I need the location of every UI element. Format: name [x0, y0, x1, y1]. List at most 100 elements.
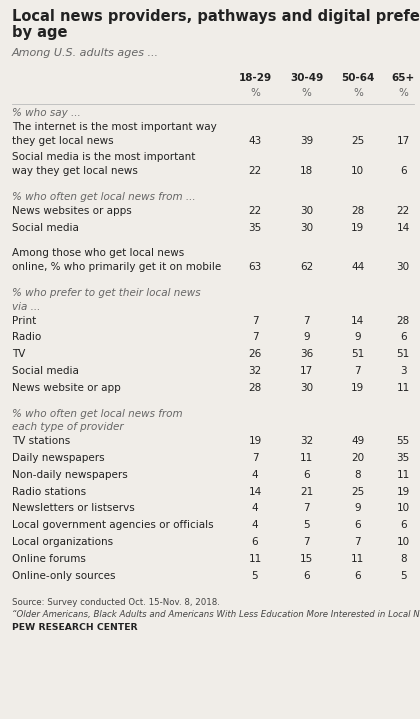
Text: 63: 63 [248, 262, 262, 273]
Text: Print: Print [12, 316, 36, 326]
Text: they get local news: they get local news [12, 136, 113, 146]
Text: % who say ...: % who say ... [12, 108, 81, 118]
Text: 14: 14 [396, 223, 410, 233]
Text: 30: 30 [396, 262, 410, 273]
Text: 43: 43 [248, 136, 262, 146]
Text: 10: 10 [351, 166, 365, 176]
Text: 7: 7 [252, 316, 258, 326]
Text: 9: 9 [354, 503, 361, 513]
Text: %: % [398, 88, 408, 98]
Text: 11: 11 [248, 554, 262, 564]
Text: Local organizations: Local organizations [12, 537, 113, 547]
Text: 6: 6 [354, 521, 361, 530]
Text: TV stations: TV stations [12, 436, 70, 446]
Text: 7: 7 [354, 366, 361, 376]
Text: Among U.S. adults ages ...: Among U.S. adults ages ... [12, 48, 159, 58]
Text: Source: Survey conducted Oct. 15-Nov. 8, 2018.: Source: Survey conducted Oct. 15-Nov. 8,… [12, 598, 220, 608]
Text: 7: 7 [354, 537, 361, 547]
Text: 26: 26 [248, 349, 262, 360]
Text: 28: 28 [396, 316, 410, 326]
Text: 7: 7 [303, 537, 310, 547]
Text: 6: 6 [303, 470, 310, 480]
Text: 30: 30 [300, 206, 313, 216]
Text: 35: 35 [396, 453, 410, 463]
Text: 32: 32 [300, 436, 313, 446]
Text: 28: 28 [351, 206, 365, 216]
Text: 30: 30 [300, 383, 313, 393]
Text: TV: TV [12, 349, 25, 360]
Text: 36: 36 [300, 349, 313, 360]
Text: 30: 30 [300, 223, 313, 233]
Text: 20: 20 [351, 453, 365, 463]
Text: 3: 3 [400, 366, 407, 376]
Text: 25: 25 [351, 136, 365, 146]
Text: % who often get local news from: % who often get local news from [12, 408, 182, 418]
Text: 6: 6 [252, 537, 258, 547]
Text: 6: 6 [400, 521, 407, 530]
Text: 51: 51 [351, 349, 365, 360]
Text: 30-49: 30-49 [290, 73, 323, 83]
Text: Social media: Social media [12, 366, 79, 376]
Text: 44: 44 [351, 262, 365, 273]
Text: News websites or apps: News websites or apps [12, 206, 131, 216]
Text: 8: 8 [354, 470, 361, 480]
Text: 6: 6 [400, 166, 407, 176]
Text: 5: 5 [252, 571, 258, 581]
Text: Among those who get local news: Among those who get local news [12, 248, 184, 258]
Text: 4: 4 [252, 503, 258, 513]
Text: Radio stations: Radio stations [12, 487, 86, 497]
Text: 11: 11 [396, 383, 410, 393]
Text: 19: 19 [351, 223, 365, 233]
Text: 22: 22 [396, 206, 410, 216]
Text: 10: 10 [396, 537, 410, 547]
Text: 9: 9 [303, 332, 310, 342]
Text: 51: 51 [396, 349, 410, 360]
Text: Daily newspapers: Daily newspapers [12, 453, 105, 463]
Text: via ...: via ... [12, 302, 40, 312]
Text: 17: 17 [300, 366, 313, 376]
Text: 11: 11 [300, 453, 313, 463]
Text: each type of provider: each type of provider [12, 422, 123, 432]
Text: 7: 7 [252, 332, 258, 342]
Text: %: % [250, 88, 260, 98]
Text: 10: 10 [396, 503, 410, 513]
Text: %: % [353, 88, 363, 98]
Text: % who prefer to get their local news: % who prefer to get their local news [12, 288, 200, 298]
Text: Radio: Radio [12, 332, 41, 342]
Text: 5: 5 [400, 571, 407, 581]
Text: “Older Americans, Black Adults and Americans With Less Education More Interested: “Older Americans, Black Adults and Ameri… [12, 610, 420, 619]
Text: 39: 39 [300, 136, 313, 146]
Text: 50-64: 50-64 [341, 73, 375, 83]
Text: 6: 6 [400, 332, 407, 342]
Text: PEW RESEARCH CENTER: PEW RESEARCH CENTER [12, 623, 137, 632]
Text: Social media is the most important: Social media is the most important [12, 152, 195, 162]
Text: 19: 19 [351, 383, 365, 393]
Text: 25: 25 [351, 487, 365, 497]
Text: 19: 19 [248, 436, 262, 446]
Text: 17: 17 [396, 136, 410, 146]
Text: way they get local news: way they get local news [12, 166, 138, 176]
Text: 32: 32 [248, 366, 262, 376]
Text: Local government agencies or officials: Local government agencies or officials [12, 521, 213, 530]
Text: 19: 19 [396, 487, 410, 497]
Text: 35: 35 [248, 223, 262, 233]
Text: 55: 55 [396, 436, 410, 446]
Text: 6: 6 [303, 571, 310, 581]
Text: Social media: Social media [12, 223, 79, 233]
Text: Newsletters or listservs: Newsletters or listservs [12, 503, 134, 513]
Text: The internet is the most important way: The internet is the most important way [12, 122, 217, 132]
Text: Non-daily newspapers: Non-daily newspapers [12, 470, 128, 480]
Text: 5: 5 [303, 521, 310, 530]
Text: %: % [302, 88, 312, 98]
Text: 22: 22 [248, 206, 262, 216]
Text: % who often get local news from ...: % who often get local news from ... [12, 192, 195, 202]
Text: 11: 11 [396, 470, 410, 480]
Text: 22: 22 [248, 166, 262, 176]
Text: 4: 4 [252, 521, 258, 530]
Text: 6: 6 [354, 571, 361, 581]
Text: Local news providers, pathways and digital preferences,: Local news providers, pathways and digit… [12, 9, 420, 24]
Text: 18-29: 18-29 [239, 73, 271, 83]
Text: News website or app: News website or app [12, 383, 121, 393]
Text: 65+: 65+ [391, 73, 415, 83]
Text: 4: 4 [252, 470, 258, 480]
